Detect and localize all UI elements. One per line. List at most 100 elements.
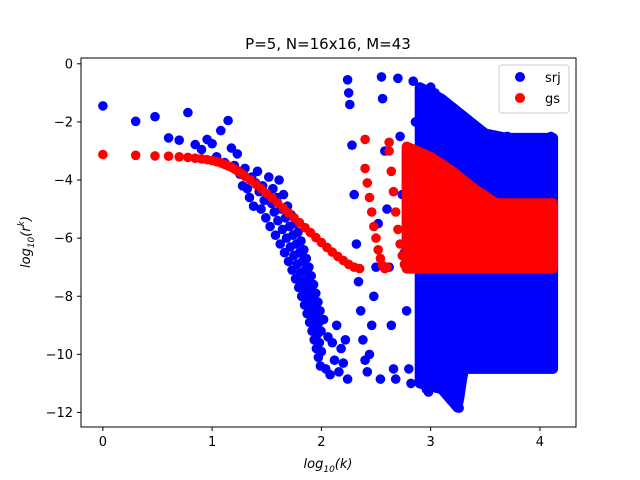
series-srj-point — [524, 134, 534, 145]
series-srj-point — [334, 367, 344, 377]
series-gs-point — [388, 186, 399, 197]
series-srj-point — [458, 131, 469, 142]
legend-label-srj: srj — [545, 71, 561, 86]
series-srj-point — [216, 125, 226, 136]
series-gs-point — [369, 221, 379, 232]
x-axis-label-arg: (k) — [335, 457, 353, 472]
y-axis: 0 −2 −4 −6 −8 −10 −12 — [46, 57, 81, 421]
series-srj-point — [548, 134, 558, 145]
series-srj-point — [401, 306, 412, 316]
series-srj-point — [406, 378, 416, 389]
series-gs-point — [183, 152, 193, 163]
series-srj-point — [313, 297, 323, 307]
series-srj-point — [261, 213, 271, 223]
series-srj-point — [390, 374, 401, 384]
series-srj-point — [408, 76, 419, 86]
series-srj-point — [252, 166, 263, 177]
series-srj-point — [535, 133, 545, 143]
y-axis-label-sub: 10 — [27, 236, 37, 248]
series-srj-point — [331, 320, 342, 331]
series-srj-point — [366, 320, 377, 331]
series-gs-point — [382, 262, 392, 273]
series-srj-point — [293, 227, 303, 238]
y-tick-label: −10 — [46, 348, 73, 363]
series-srj-point — [299, 245, 309, 255]
series-gs-point — [174, 152, 184, 162]
series-srj-point — [502, 131, 512, 142]
x-axis-label: log10(k) — [304, 457, 353, 475]
series-gs-point — [360, 163, 370, 174]
series-gs-point — [375, 253, 386, 264]
series-srj-point — [264, 172, 274, 182]
series-srj-point — [342, 75, 353, 85]
series-gs-point — [393, 224, 403, 235]
series-srj-point — [417, 291, 427, 302]
x-axis-label-sub: 10 — [323, 465, 335, 475]
chart-title: P=5, N=16x16, M=43 — [245, 35, 411, 53]
series-srj-point — [386, 320, 397, 331]
series-srj-point — [375, 374, 386, 384]
series-srj-point — [275, 239, 286, 249]
series-gs-point — [163, 151, 174, 161]
series-srj-point — [338, 358, 349, 368]
y-tick-label: −6 — [54, 232, 73, 247]
x-axis: 0 1 2 3 4 — [99, 427, 544, 450]
series-srj-point — [340, 335, 351, 345]
series-gs-point — [390, 207, 401, 217]
series-srj-point — [325, 369, 335, 380]
series-srj-point — [430, 88, 440, 98]
series-srj-point — [345, 99, 355, 110]
plot-frame — [80, 57, 577, 428]
series-srj-point — [315, 306, 325, 316]
series-srj-point — [183, 107, 193, 118]
series-gs-point — [371, 233, 381, 243]
x-tick-label: 1 — [208, 435, 216, 450]
series-srj-point — [273, 215, 283, 226]
series-srj-point — [358, 335, 368, 345]
series-srj-point — [434, 96, 445, 107]
series-srj-point — [353, 276, 364, 287]
series-gs-point — [386, 166, 397, 177]
series-gs-point — [362, 178, 373, 188]
y-tick-label: −4 — [54, 174, 73, 189]
legend: srj gs — [498, 64, 570, 114]
series-srj-point — [329, 355, 340, 366]
y-tick-label: −8 — [54, 290, 73, 305]
series-srj-point — [314, 337, 325, 348]
series-srj-point — [301, 253, 312, 264]
series-srj-point — [223, 115, 233, 126]
y-axis-label: log10(rk) — [17, 216, 37, 268]
series-gs-point — [404, 262, 414, 273]
series-gs-point — [384, 137, 394, 148]
series-srj-point — [278, 189, 289, 200]
series-srj-point — [265, 221, 275, 232]
series-srj-point — [279, 247, 290, 258]
series-srj-point — [439, 105, 449, 116]
x-tick-label: 4 — [536, 435, 544, 450]
series-gs-point — [364, 192, 375, 203]
series-srj-point — [454, 403, 464, 413]
series-srj-point — [232, 149, 243, 159]
series-srj-point — [423, 387, 434, 397]
series-gs-dense-band — [401, 141, 559, 274]
series-gs-point — [150, 151, 160, 161]
series-gs-point — [354, 263, 365, 274]
series-srj-point — [382, 204, 392, 214]
series-srj-point — [242, 183, 253, 194]
series-gs-point — [366, 207, 377, 217]
series-srj-point — [362, 367, 373, 377]
series-srj-point — [318, 314, 329, 325]
series-srj-point — [226, 143, 237, 153]
legend-marker-gs — [515, 93, 525, 103]
plot-marks — [98, 72, 559, 413]
series-gs-point — [397, 250, 408, 261]
series-srj-point — [306, 271, 317, 281]
series-srj-point — [336, 343, 346, 354]
series-srj-point — [150, 111, 160, 122]
y-tick-label: −2 — [54, 115, 73, 130]
series-srj-point — [316, 326, 326, 336]
y-axis-label-arg: (r — [19, 225, 34, 237]
series-srj-point — [419, 349, 429, 360]
series-srj-point — [270, 230, 281, 240]
series-srj-point — [98, 101, 108, 111]
